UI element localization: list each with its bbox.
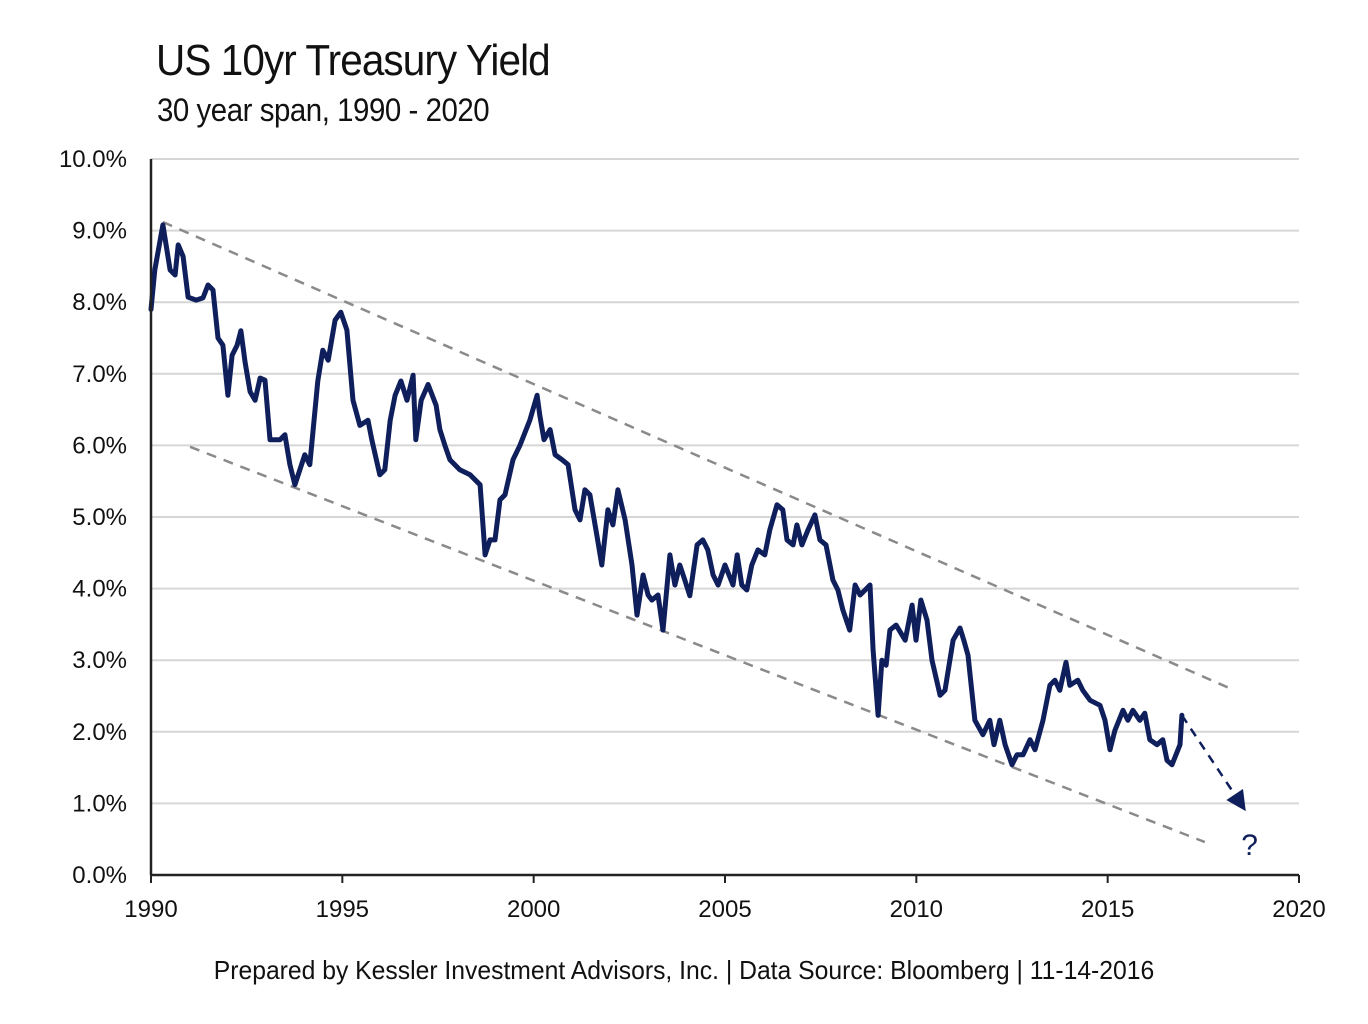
x-tick-label: 2000	[507, 896, 560, 923]
trend-line-upper-channel	[162, 220, 1229, 689]
x-tick-label: 1990	[124, 896, 177, 923]
x-tick-label: 2010	[890, 896, 943, 923]
y-tick-label: 10.0%	[59, 146, 127, 173]
x-tick-label: 2015	[1081, 896, 1134, 923]
y-tick-label: 9.0%	[72, 218, 127, 245]
y-tick-label: 5.0%	[72, 504, 127, 531]
chart-title: US 10yr Treasury Yield	[156, 36, 551, 85]
y-tick-label: 2.0%	[72, 719, 127, 746]
projection-question-mark: ?	[1241, 829, 1258, 862]
y-tick-label: 4.0%	[72, 576, 127, 603]
projection-arrow	[1180, 714, 1246, 812]
chart-footer-source: Prepared by Kessler Investment Advisors,…	[213, 955, 1155, 985]
series-line	[148, 222, 1185, 768]
x-tick-label: 1995	[316, 896, 369, 923]
y-tick-label: 7.0%	[72, 361, 127, 388]
trend-line-lower-channel	[189, 445, 1206, 844]
y-tick-label: 1.0%	[72, 790, 127, 817]
y-tick-label: 8.0%	[72, 289, 127, 316]
y-tick-label: 3.0%	[72, 647, 127, 674]
y-tick-label: 6.0%	[72, 432, 127, 459]
y-tick-label: 0.0%	[72, 862, 127, 889]
x-tick-label: 2005	[698, 896, 751, 923]
x-tick-label: 2020	[1272, 896, 1325, 923]
chart-subtitle: 30 year span, 1990 - 2020	[157, 92, 490, 128]
